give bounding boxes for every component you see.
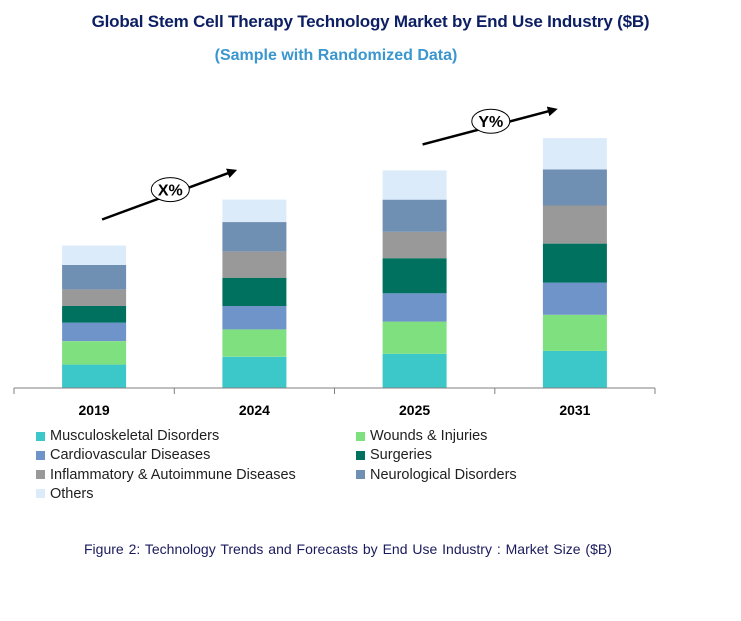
legend-item-surgeries: Surgeries [356,447,432,463]
bar-2031-others [542,138,607,170]
x-tick-label-2025: 2025 [399,402,430,418]
chart-title: Global Stem Cell Therapy Technology Mark… [91,12,650,31]
bar-2019-neurological-disorders [62,265,127,290]
bar-2031-inflammatory-and-autoimmune-diseases [542,205,607,244]
figure-caption: Figure 2: Technology Trends and Forecast… [84,541,612,557]
legend-swatch [356,450,365,460]
legend-label: Inflammatory & Autoimmune Diseases [50,466,296,483]
x-tick-label-2019: 2019 [79,402,110,418]
bar-2031-neurological-disorders [542,169,607,206]
bar-2019-wounds-and-injuries [62,341,127,365]
x-tick-label-2024: 2024 [239,402,270,418]
legend-label: Surgeries [370,447,433,464]
bar-2031-surgeries [542,243,607,283]
legend-swatch [36,431,45,441]
bar-2024-cardiovascular-diseases [222,306,287,330]
growth-annotations: X% Y% [101,106,558,221]
legend-item-musculoskeletal-disorders: Musculoskeletal Disorders [36,428,219,444]
growth-label-oval-2 [471,108,511,134]
bar-2025-neurological-disorders [382,199,447,232]
bar-2025-surgeries [382,258,447,294]
legend-label: Others [50,485,94,502]
bar-2025-others [382,170,447,200]
x-axis-labels: 2019 2024 2025 2031 [79,402,591,418]
bar-2019-inflammatory-and-autoimmune-diseases [62,289,127,306]
legend-swatch [356,431,365,441]
legend-item-cardiovascular-diseases: Cardiovascular Diseases [36,447,210,463]
legend-swatch [36,470,45,480]
bar-2024-musculoskeletal-disorders [222,356,287,388]
bar-2031-wounds-and-injuries [542,314,607,351]
bar-2024-inflammatory-and-autoimmune-diseases [222,251,287,278]
bar-2019-musculoskeletal-disorders [62,364,127,388]
legend-swatch [36,450,45,460]
legend-label: Musculoskeletal Disorders [50,428,220,444]
stacked-bar-chart: 2019 2024 2025 2031 X% Y% [13,106,656,418]
x-axis-ticks [13,388,656,394]
bar-2024-others [222,199,287,222]
bar-2025-inflammatory-and-autoimmune-diseases [382,231,447,259]
growth-label-1: X% [158,183,183,200]
bar-2025-wounds-and-injuries [382,321,447,354]
x-tick-label-2031: 2031 [559,402,590,418]
bar-2031-cardiovascular-diseases [542,282,607,315]
legend-item-others: Others [36,486,94,502]
bar-2019-cardiovascular-diseases [62,322,127,342]
legend-label: Cardiovascular Diseases [50,447,211,464]
legend-label: Wounds & Injuries [370,428,488,444]
chart-subtitle: (Sample with Randomized Data) [214,47,458,64]
bar-2025-musculoskeletal-disorders [382,353,447,388]
bar-2024-neurological-disorders [222,222,287,252]
bar-2025-cardiovascular-diseases [382,293,447,322]
bar-2024-wounds-and-injuries [222,329,287,357]
bars-group [62,138,607,388]
legend-item-inflammatory-and-autoimmune-diseases: Inflammatory & Autoimmune Diseases [36,467,296,483]
bar-2019-surgeries [62,306,127,323]
legend-swatch [36,489,45,499]
growth-label-2: Y% [478,114,503,131]
legend-label: Neurological Disorders [370,466,517,483]
bar-2024-surgeries [222,277,287,306]
bar-2019-others [62,245,127,265]
legend-item-neurological-disorders: Neurological Disorders [356,467,517,483]
legend-swatch [356,470,365,480]
growth-label-oval-1 [150,177,190,203]
bar-2031-musculoskeletal-disorders [542,350,607,388]
legend-item-wounds-and-injuries: Wounds & Injuries [356,428,487,444]
